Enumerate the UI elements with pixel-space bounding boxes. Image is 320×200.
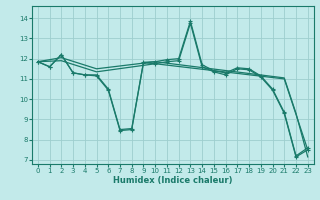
X-axis label: Humidex (Indice chaleur): Humidex (Indice chaleur) — [113, 176, 233, 185]
